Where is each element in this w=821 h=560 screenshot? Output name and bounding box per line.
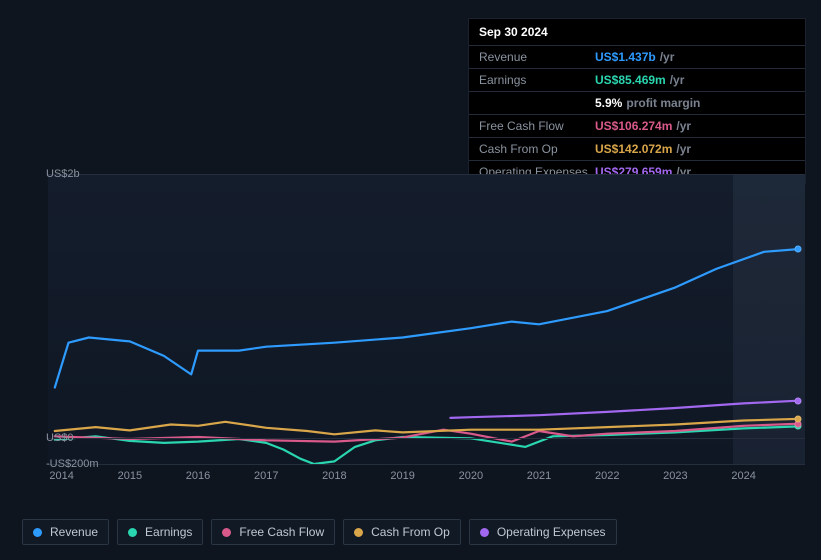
x-axis-label: 2022 [595,470,619,482]
x-axis-label: 2018 [322,470,346,482]
tooltip-row: Cash From OpUS$142.072m/yr [469,138,805,161]
tooltip-row: RevenueUS$1.437b/yr [469,46,805,69]
y-axis-label: US$0 [46,432,76,444]
series-end-dot [795,246,802,253]
tooltip-metric-value: 5.9%profit margin [595,96,700,110]
legend-item-earnings[interactable]: Earnings [117,519,203,545]
gridline [48,174,805,175]
tooltip-row: EarningsUS$85.469m/yr [469,69,805,92]
financials-chart: US$2b US$0 -US$200m 2014 2015 2016 2017 2018 20… [16,160,805,480]
x-axis-label: 2020 [459,470,483,482]
gridline [48,464,805,465]
series-operating-expenses [450,401,798,418]
legend-label: Operating Expenses [497,525,606,539]
x-axis: 2014 2015 2016 2017 2018 2019 2020 2021 2022 2023… [48,470,805,486]
tooltip-metric-label: Free Cash Flow [479,119,595,133]
tooltip-metric-suffix: /yr [670,73,685,87]
series-end-dot [795,397,802,404]
tooltip-metric-label: Revenue [479,50,595,64]
tooltip-metric-value: US$85.469m/yr [595,73,684,87]
x-axis-label: 2016 [186,470,210,482]
tooltip-metric-value: US$1.437b/yr [595,50,674,64]
tooltip-metric-value: US$142.072m/yr [595,142,691,156]
legend-swatch [480,528,489,537]
legend-item-revenue[interactable]: Revenue [22,519,109,545]
x-axis-label: 2021 [527,470,551,482]
tooltip-row: Free Cash FlowUS$106.274m/yr [469,115,805,138]
legend-item-operating-expenses[interactable]: Operating Expenses [469,519,617,545]
legend-item-free-cash-flow[interactable]: Free Cash Flow [211,519,335,545]
legend-label: Cash From Op [371,525,450,539]
series-end-dot [795,415,802,422]
legend-swatch [354,528,363,537]
tooltip-date: Sep 30 2024 [469,19,805,46]
legend-swatch [33,528,42,537]
y-axis-label: US$2b [46,168,76,180]
legend-swatch [128,528,137,537]
x-axis-label: 2024 [731,470,755,482]
x-axis-label: 2014 [49,470,73,482]
x-axis-label: 2015 [118,470,142,482]
legend-label: Revenue [50,525,98,539]
legend: Revenue Earnings Free Cash Flow Cash From O… [22,519,617,545]
y-axis-label: -US$200m [46,458,76,470]
chart-svg [48,174,805,464]
legend-label: Free Cash Flow [239,525,324,539]
x-axis-label: 2019 [390,470,414,482]
tooltip-metric-suffix: profit margin [626,96,700,110]
tooltip-metric-suffix: /yr [660,50,675,64]
legend-label: Earnings [145,525,192,539]
series-revenue [55,249,798,387]
plot-area[interactable] [48,174,805,464]
tooltip-metric-suffix: /yr [676,142,691,156]
tooltip-metric-value: US$106.274m/yr [595,119,691,133]
legend-item-cash-from-op[interactable]: Cash From Op [343,519,461,545]
x-axis-label: 2023 [663,470,687,482]
legend-swatch [222,528,231,537]
tooltip-metric-label [479,96,595,110]
tooltip-metric-suffix: /yr [676,119,691,133]
tooltip-row: 5.9%profit margin [469,92,805,115]
x-axis-label: 2017 [254,470,278,482]
gridline [48,438,805,439]
tooltip-metric-label: Earnings [479,73,595,87]
tooltip-metric-label: Cash From Op [479,142,595,156]
